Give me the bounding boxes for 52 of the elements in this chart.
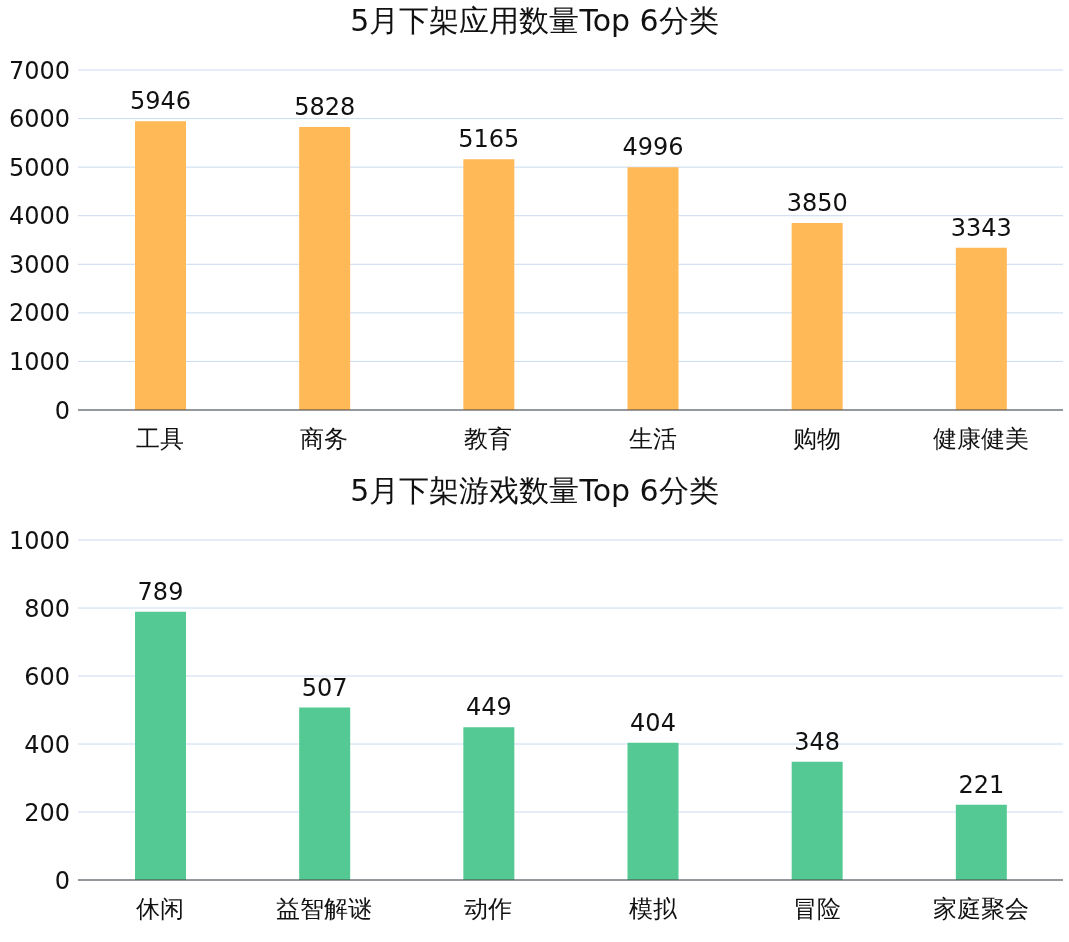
data-label: 449 [465,693,512,722]
bar [299,707,351,880]
bar [627,167,679,410]
y-tick-label: 200 [24,798,70,827]
bar [955,247,1007,410]
data-label: 507 [301,673,348,702]
data-label: 5165 [458,125,520,154]
y-tick-label: 600 [24,662,70,691]
data-label: 404 [630,708,676,737]
y-tick-label: 3000 [8,250,70,279]
bar [463,727,515,880]
x-tick-label: 生活 [628,425,677,454]
data-label: 221 [958,770,1005,799]
x-tick-label: 动作 [464,895,513,924]
y-tick-label: 5000 [8,153,70,182]
y-tick-label: 0 [54,396,70,425]
chart-title: 5月下架游戏数量Top 6分类 [349,472,720,510]
y-tick-label: 6000 [8,105,70,134]
y-tick-label: 7000 [8,56,70,85]
bar [299,126,351,410]
x-tick-label: 冒险 [792,895,841,924]
x-tick-label: 工具 [136,425,185,454]
y-tick-label: 1000 [8,347,70,376]
bar [135,611,186,880]
y-tick-label: 1000 [8,526,70,555]
data-label: 348 [794,727,841,756]
y-tick-label: 2000 [8,299,70,328]
x-tick-label: 健康健美 [932,425,1029,454]
y-tick-label: 400 [24,730,70,759]
y-tick-label: 0 [54,866,70,895]
data-label: 789 [137,577,184,606]
bar [627,742,679,880]
bar [791,223,843,410]
data-label: 3343 [950,213,1012,242]
data-label: 4996 [622,133,684,162]
bar [791,761,843,880]
data-label: 3850 [786,189,848,217]
x-tick-label: 家庭聚会 [932,895,1029,924]
data-label: 5946 [129,87,192,116]
bar [955,804,1007,880]
chart-title: 5月下架应用数量Top 6分类 [349,2,720,40]
y-tick-label: 4000 [8,202,70,231]
x-tick-label: 益智解谜 [276,895,373,924]
x-tick-label: 商务 [300,425,349,454]
y-tick-label: 800 [24,594,70,623]
x-tick-label: 休闲 [136,895,185,924]
x-tick-label: 模拟 [628,895,678,924]
data-label: 5828 [294,92,356,121]
x-tick-label: 购物 [792,425,841,454]
bar [463,159,515,410]
x-tick-label: 教育 [464,425,513,454]
bar [135,121,186,410]
